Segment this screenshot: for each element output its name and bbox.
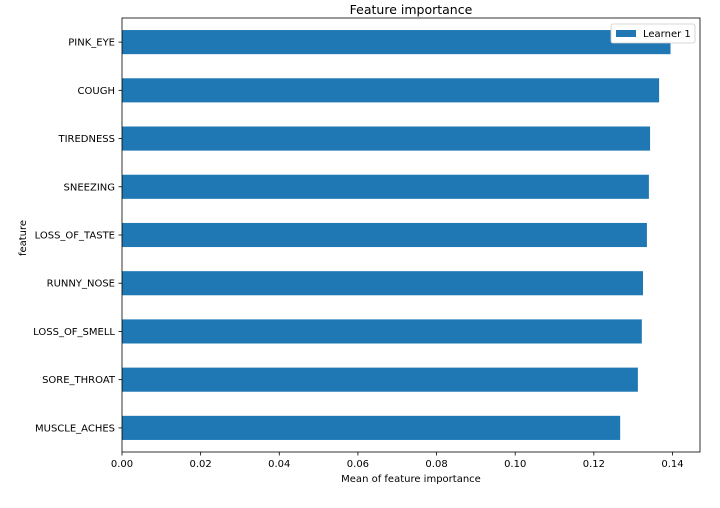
- bar-cough: [122, 78, 660, 103]
- y-tick-label: COUGH: [78, 86, 115, 97]
- legend-swatch: [616, 30, 636, 37]
- x-tick-label: 0.08: [425, 459, 447, 470]
- x-tick-label: 0.02: [190, 459, 212, 470]
- legend-label: Learner 1: [643, 29, 691, 40]
- legend-box: [610, 23, 696, 44]
- y-tick-label: RUNNY_NOSE: [47, 279, 115, 290]
- y-axis-label: feature: [18, 220, 29, 256]
- y-tick-label: LOSS_OF_TASTE: [35, 231, 115, 242]
- bar-loss-of-taste: [122, 222, 647, 248]
- chart-title: Feature importance: [350, 2, 473, 17]
- x-axis-label: Mean of feature importance: [341, 474, 481, 485]
- y-tick-label: SORE_THROAT: [42, 375, 116, 386]
- x-tick-label: 0.06: [347, 459, 369, 470]
- y-tick-label: TIREDNESS: [57, 134, 115, 145]
- y-tick-label: MUSCLE_ACHES: [35, 423, 115, 434]
- bar-muscle-aches: [122, 415, 621, 440]
- y-ticks: PINK_EYE COUGH TIREDNESS SNEEZING LOSS_OF_TA…: [33, 38, 122, 434]
- bar-sore-throat: [122, 367, 638, 392]
- bar-loss-of-smell: [122, 319, 642, 344]
- y-tick-label: LOSS_OF_SMELL: [33, 327, 115, 338]
- x-tick-label: 0.12: [583, 459, 605, 470]
- x-tick-label: 0.00: [111, 459, 133, 470]
- bar-tiredness: [122, 126, 651, 151]
- x-tick-label: 0.14: [661, 459, 683, 470]
- bars-layer: [122, 30, 671, 440]
- y-tick-label: SNEEZING: [64, 182, 116, 193]
- bar-pink-eye: [122, 30, 671, 55]
- legend: Learner 1: [610, 23, 696, 44]
- y-tick-label: PINK_EYE: [68, 38, 115, 49]
- x-ticks: 0.00 0.02 0.04 0.06 0.08 0.10 0.12 0.14: [111, 452, 684, 470]
- x-tick-label: 0.04: [268, 459, 290, 470]
- bar-runny-nose: [122, 271, 643, 296]
- x-tick-label: 0.10: [504, 459, 526, 470]
- bar-sneezing: [122, 174, 649, 199]
